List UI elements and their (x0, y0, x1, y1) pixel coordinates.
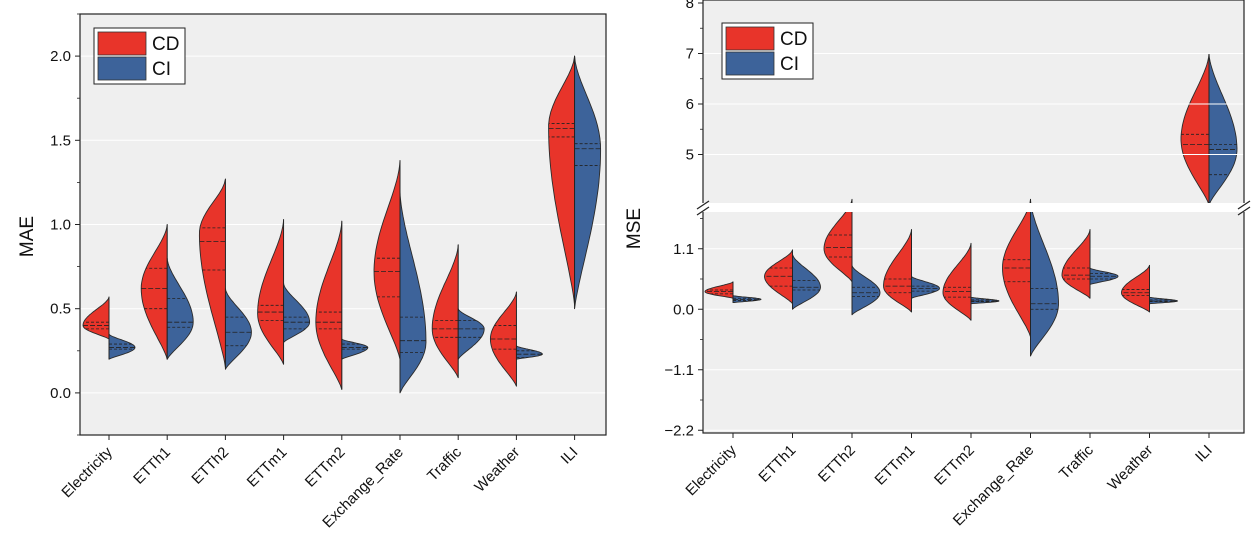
violin-ci-etth1 (166, 257, 194, 360)
violin-ci-electricity (108, 333, 136, 360)
violin-ci-traffic (457, 308, 485, 360)
y-tick-label: 1.5 (50, 132, 71, 149)
y-tick-label: 1.0 (50, 217, 71, 234)
mse-panel: −2.2 −1.1 0.0 1.1 5 6 7 8 Electricity ETTh1 ETTh2 E… (624, 0, 1256, 529)
x-tick-label: Electricity (58, 443, 116, 501)
x-tick-label: ETTm1 (244, 444, 291, 491)
x-tick-label: ILI (1192, 442, 1216, 466)
violin-cd-etth1 (764, 249, 793, 305)
legend-label-cd: CD (780, 29, 807, 50)
violin-cd-ili (1180, 53, 1210, 206)
violin-cd-etth1 (140, 224, 168, 360)
x-tick-label: ETTm2 (302, 444, 349, 491)
violin-cd-weather (1121, 264, 1150, 313)
x-tick-label: ETTm2 (931, 442, 978, 489)
axes-frame (702, 0, 1245, 434)
violin-ci-ettm1 (283, 282, 311, 343)
y-tick-label: 2.0 (50, 48, 71, 65)
violin-ci-exchange_rate (1030, 198, 1059, 357)
violin-cd-exchange_rate (373, 160, 401, 360)
axis-break-mark (696, 200, 710, 210)
violin-cd-traffic (1061, 229, 1091, 299)
violin-cd-ettm2 (942, 242, 972, 321)
violin-ci-ettm2 (970, 296, 1000, 305)
violin-cd-ettm1 (257, 218, 285, 365)
axis-break-mark (696, 206, 710, 216)
x-tick-label: ETTh1 (755, 442, 799, 486)
violin-ci-ili (574, 55, 602, 310)
x-tick-label: ETTh2 (188, 444, 232, 488)
x-tick-label: Electricity (682, 441, 740, 499)
x-tick-label: Traffic (424, 443, 465, 484)
y-tick-label: 7 (686, 46, 694, 63)
y-axis-label: MAE (17, 216, 38, 257)
legend-swatch-cd (97, 31, 147, 56)
violin-ci-weather (515, 345, 543, 360)
legend-swatch-cd (725, 26, 775, 51)
x-tick-label: Weather (1104, 442, 1156, 494)
violin-cd-ili (548, 55, 576, 306)
y-tick-label: 1.1 (673, 241, 694, 258)
x-tick-label: ETTm1 (872, 442, 919, 489)
y-tick-label: 6 (686, 96, 694, 113)
violin-ci-etth2 (851, 264, 881, 316)
violin-cd-etth2 (198, 178, 226, 369)
legend-swatch-ci (97, 56, 147, 81)
y-axis-label: MSE (624, 208, 645, 249)
violin-cd-traffic (431, 244, 459, 379)
legend-label-ci: CI (152, 59, 171, 80)
y-tick-label: −1.1 (664, 362, 694, 379)
violin-cd-weather (489, 291, 517, 387)
axis-break-mark (1237, 206, 1251, 216)
axis-break-mark (1237, 200, 1251, 210)
mae-panel: 0.0 0.5 1.0 1.5 2.0 Electricity ETTh1 ETTh2 ETTm… (17, 13, 607, 531)
legend-label-ci: CI (780, 54, 799, 75)
violin-cd-ettm2 (315, 220, 343, 390)
violin-cd-ettm1 (883, 229, 912, 313)
y-tick-label: 0.0 (50, 385, 71, 402)
y-tick-label: 0.5 (50, 301, 71, 318)
violin-ci-exchange_rate (399, 190, 427, 394)
violin-ci-etth1 (792, 253, 821, 310)
x-tick-label: ETTh2 (815, 442, 859, 486)
legend-label-cd: CD (152, 34, 179, 55)
violin-ci-etth2 (224, 288, 252, 370)
violin-ci-weather (1149, 296, 1178, 305)
y-tick-label: 5 (686, 147, 694, 164)
y-tick-label: −2.2 (664, 422, 694, 439)
axis-break-gap (691, 203, 1256, 212)
violin-ci-ili (1208, 53, 1238, 206)
violin-cd-electricity (82, 296, 110, 340)
y-tick-label: 8 (686, 0, 694, 12)
legend-swatch-ci (725, 51, 775, 76)
x-tick-label: Traffic (1056, 441, 1097, 482)
x-tick-label: ETTh1 (130, 444, 174, 488)
x-tick-label: Weather (471, 444, 523, 496)
y-tick-label: 0.0 (673, 301, 694, 318)
violin-ci-ettm1 (911, 275, 940, 299)
x-tick-label: ILI (558, 444, 582, 468)
